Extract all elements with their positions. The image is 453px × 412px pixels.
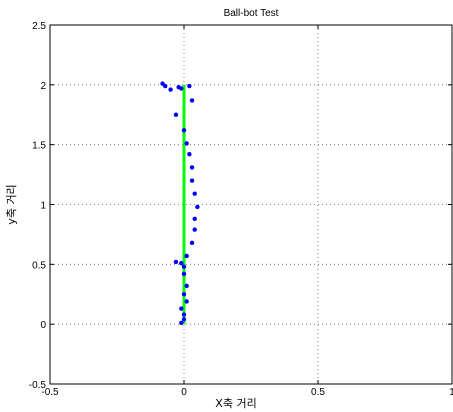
data-point bbox=[192, 216, 197, 222]
x-tick-label: 0 bbox=[181, 387, 187, 398]
data-point bbox=[184, 283, 189, 289]
data-point bbox=[181, 292, 187, 297]
data-point bbox=[184, 141, 189, 146]
x-tick-label: 1 bbox=[449, 387, 453, 398]
x-axis-label: X축 거리 bbox=[215, 397, 256, 410]
data-point bbox=[189, 240, 195, 245]
data-point bbox=[192, 227, 197, 232]
data-point bbox=[181, 317, 187, 322]
x-tick-label: -0.5 bbox=[41, 387, 59, 398]
y-axis-label: y축 거리 bbox=[5, 184, 18, 224]
data-point bbox=[189, 178, 195, 183]
y-tick-label: 0 bbox=[40, 320, 46, 331]
data-point bbox=[163, 83, 168, 89]
data-point bbox=[184, 253, 189, 259]
data-point bbox=[179, 260, 184, 266]
data-point bbox=[181, 264, 187, 269]
data-point bbox=[187, 83, 192, 89]
data-point bbox=[184, 299, 189, 304]
data-point bbox=[189, 165, 195, 170]
y-tick-label: 1.5 bbox=[32, 141, 46, 152]
data-point bbox=[181, 312, 187, 317]
chart-title: Ball-bot Test bbox=[224, 8, 279, 19]
data-point bbox=[189, 98, 195, 103]
series-layer bbox=[160, 81, 200, 326]
data-point bbox=[179, 320, 184, 326]
y-tick-label: 2 bbox=[40, 81, 46, 92]
x-tick-label: 0.5 bbox=[311, 387, 325, 398]
data-point bbox=[173, 112, 179, 117]
y-tick-label: 1 bbox=[40, 201, 46, 212]
data-point bbox=[187, 152, 192, 157]
data-point bbox=[195, 204, 200, 210]
data-point bbox=[179, 306, 184, 311]
y-tick-label: 2.5 bbox=[32, 21, 46, 32]
data-point bbox=[181, 271, 187, 277]
data-point bbox=[192, 191, 197, 196]
data-point bbox=[168, 87, 173, 92]
grid-lines bbox=[50, 25, 452, 384]
y-tick-label: 0.5 bbox=[32, 260, 46, 271]
data-point bbox=[179, 86, 184, 91]
data-point bbox=[181, 128, 187, 133]
y-tick-label: -0.5 bbox=[29, 380, 47, 391]
tick-layer: -0.5 0 0.5 1 -0.5 0 0.5 1 1.5 2 2.5 bbox=[29, 21, 453, 398]
data-point bbox=[173, 259, 179, 265]
